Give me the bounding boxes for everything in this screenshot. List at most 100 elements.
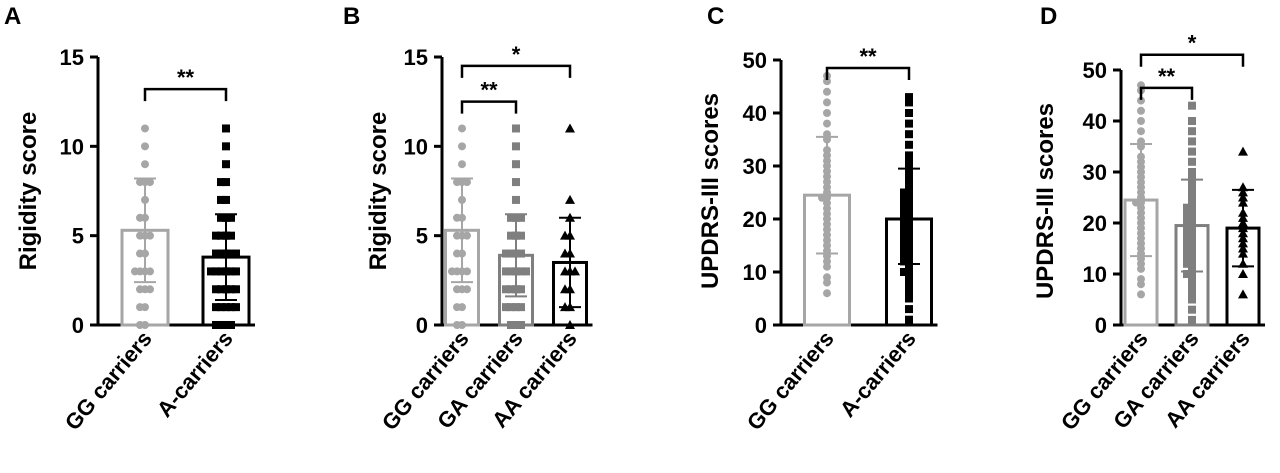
data-point [141, 160, 149, 169]
data-point [1188, 254, 1196, 263]
data-point [823, 87, 831, 96]
x-category-label: GG carriers [742, 326, 839, 435]
data-point [222, 285, 230, 294]
data-point [1188, 249, 1196, 258]
data-point [222, 142, 230, 151]
data-point [900, 209, 908, 218]
data-point [517, 249, 525, 258]
data-point [507, 249, 515, 258]
data-point [458, 160, 466, 169]
data-point [560, 284, 570, 294]
data-point [1238, 238, 1248, 248]
data-point [900, 204, 908, 213]
data-point [463, 231, 471, 240]
data-point [900, 215, 908, 223]
data-point [1137, 137, 1145, 146]
data-point [1238, 248, 1248, 258]
significance-bracket [1139, 86, 1194, 100]
data-point [1183, 219, 1191, 227]
significance-label: * [1188, 31, 1197, 56]
data-point [227, 267, 235, 276]
x-category-label: A-carriers [835, 326, 921, 422]
data-point [1238, 233, 1248, 243]
data-point [232, 285, 240, 294]
data-point [905, 119, 913, 128]
data-point [1183, 203, 1191, 212]
y-tick-label: 10 [743, 260, 767, 285]
data-point [453, 178, 461, 187]
data-point [900, 257, 908, 266]
data-point [222, 231, 230, 240]
data-point [823, 109, 831, 117]
data-point [1238, 243, 1248, 253]
data-point [823, 130, 831, 139]
data-point [1238, 258, 1248, 268]
data-point [502, 249, 510, 258]
y-tick-label: 30 [1083, 160, 1107, 185]
data-point [141, 124, 149, 133]
y-tick-label: 10 [404, 134, 428, 159]
data-point [900, 252, 908, 261]
data-point [905, 177, 913, 186]
data-point [1137, 96, 1145, 105]
panel-letter: D [1040, 3, 1057, 30]
data-point [232, 267, 240, 276]
data-point [570, 266, 580, 276]
data-point [146, 285, 154, 294]
data-point [1132, 198, 1140, 207]
data-point [905, 246, 913, 255]
data-point [905, 283, 913, 292]
data-point [512, 124, 520, 133]
data-point [1183, 213, 1191, 222]
data-point [900, 230, 908, 239]
panel-letter: A [4, 3, 21, 30]
data-point [1137, 275, 1145, 284]
data-point [458, 124, 466, 133]
data-point [136, 285, 144, 294]
data-point [463, 178, 471, 187]
significance-bracket [460, 64, 572, 78]
data-point [512, 213, 520, 222]
data-point [222, 321, 230, 329]
data-point [217, 267, 225, 276]
data-point [222, 124, 230, 133]
y-tick-label: 5 [416, 224, 428, 249]
data-point [1238, 192, 1248, 202]
data-point [1137, 290, 1145, 299]
data-point [512, 142, 520, 151]
data-point [222, 213, 230, 222]
data-point [453, 285, 461, 294]
data-point [823, 146, 831, 155]
data-point [1188, 229, 1196, 238]
data-point [458, 142, 466, 151]
data-point [453, 213, 461, 222]
data-point [1137, 117, 1145, 125]
x-category-label: GG carriers [60, 326, 157, 435]
data-point [217, 321, 225, 329]
data-point [905, 241, 913, 250]
data-point [517, 213, 525, 222]
data-point [463, 267, 471, 276]
data-point [560, 266, 570, 276]
data-point [905, 305, 913, 314]
data-point [905, 252, 913, 261]
data-point [217, 195, 225, 204]
data-point [905, 188, 913, 197]
data-point [1183, 249, 1191, 258]
data-point [1238, 146, 1248, 156]
data-point [905, 93, 913, 102]
data-point [212, 231, 220, 240]
data-point [1188, 264, 1196, 273]
data-point [1188, 285, 1196, 294]
data-point [1137, 106, 1145, 115]
panel-letter: C [707, 3, 724, 30]
data-point [512, 178, 520, 187]
data-point [900, 236, 908, 245]
data-point [905, 109, 913, 117]
y-tick-label: 20 [743, 207, 767, 232]
significance-bracket [825, 66, 911, 80]
data-point [560, 248, 570, 258]
data-point [1188, 244, 1196, 253]
